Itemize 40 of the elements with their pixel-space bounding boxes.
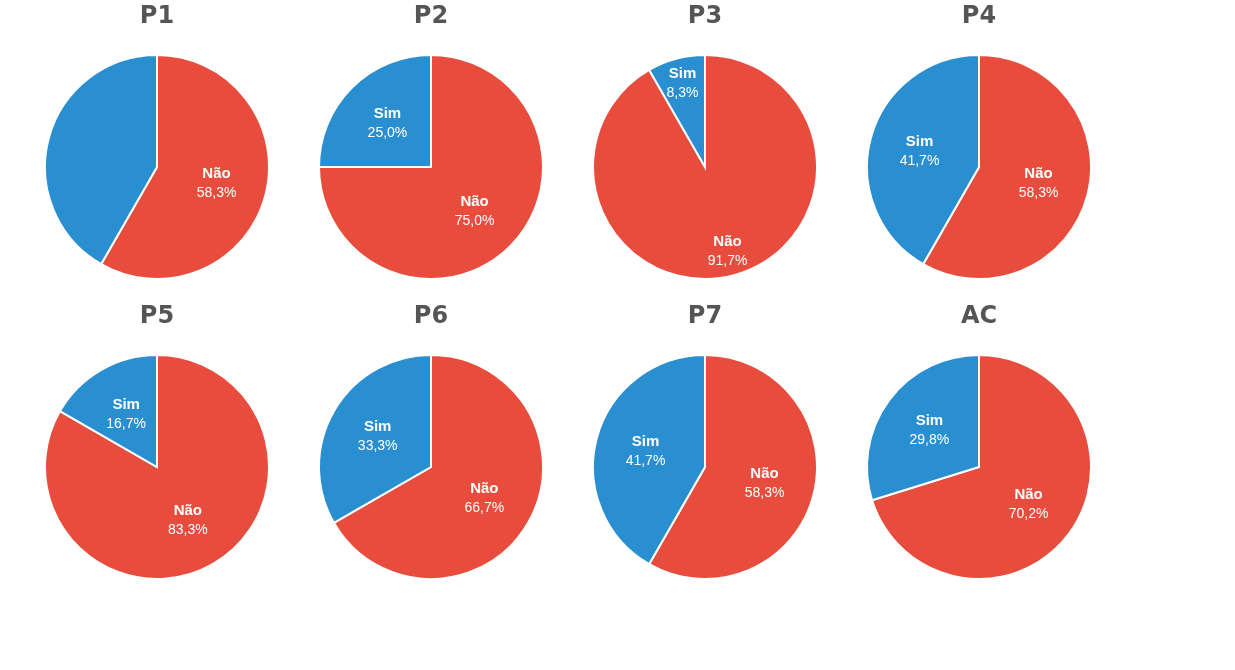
chart-title: P7 <box>687 301 723 329</box>
slice-label: Sim <box>112 394 140 412</box>
data-label: 58,3% <box>1018 183 1059 200</box>
data-label: 41,7% <box>625 452 666 469</box>
slice-label: Sim <box>915 411 944 429</box>
slice-label: Não <box>173 501 203 519</box>
chart-title: P2 <box>413 1 449 29</box>
pie-slice <box>318 54 544 280</box>
chart-title: P4 <box>961 1 997 29</box>
slice-label: Sim <box>905 132 934 150</box>
data-label: 91,7% <box>707 252 748 269</box>
data-label: 58,3% <box>196 183 237 200</box>
data-label: 25,0% <box>367 124 408 141</box>
slice-label: Não <box>460 191 489 209</box>
slice-label: Não <box>470 478 499 496</box>
pie-slice <box>44 354 270 580</box>
slice-label: Não <box>750 463 779 481</box>
data-label: 33,3% <box>357 437 398 454</box>
chart-title: P5 <box>139 301 175 329</box>
data-label: 83,3% <box>168 521 208 538</box>
data-label: 75,0% <box>454 211 495 228</box>
chart-title: P3 <box>687 1 723 29</box>
chart-title: P1 <box>139 1 175 29</box>
data-label: 16,7% <box>106 414 146 431</box>
slice-label: Não <box>1024 163 1053 181</box>
slice-label: Sim <box>631 432 660 450</box>
data-label: 70,2% <box>1008 504 1049 521</box>
slice-label: Não <box>1014 484 1043 502</box>
slice-label: Não <box>713 232 742 250</box>
data-label: 41,7% <box>899 152 940 169</box>
data-label: 58,3% <box>744 483 785 500</box>
chart-title: AC <box>960 301 998 329</box>
data-label: 29,8% <box>909 431 950 448</box>
data-label: 66,7% <box>464 498 505 515</box>
slice-label: Sim <box>373 104 402 122</box>
slice-label: Sim <box>363 417 392 435</box>
slice-label: Sim <box>668 63 697 81</box>
data-label: 8,3% <box>666 83 699 100</box>
slice-label: Não <box>202 163 231 181</box>
chart-title: P6 <box>413 301 449 329</box>
